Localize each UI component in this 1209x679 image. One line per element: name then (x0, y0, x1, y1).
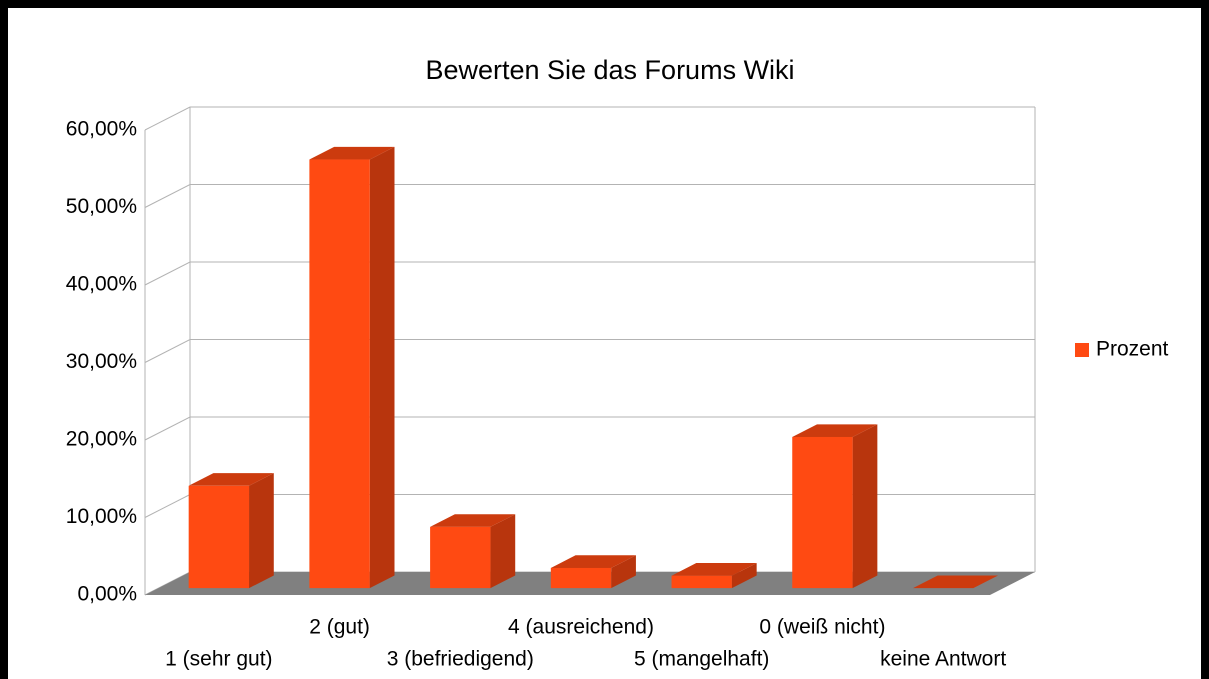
y-tick-label: 10,00% (66, 505, 137, 528)
bar-top (792, 424, 878, 437)
chart-title: Bewerten Sie das Forums Wiki (425, 55, 794, 85)
y-tick-label: 30,00% (66, 350, 137, 373)
bar-side (731, 563, 757, 589)
bar-top (912, 575, 999, 589)
bar-top (550, 555, 636, 568)
grid-line (144, 416, 1035, 441)
grid-line (144, 184, 1035, 208)
bar-side (852, 424, 878, 589)
bar (430, 526, 491, 589)
y-tick-label: 50,00% (66, 195, 137, 218)
legend-label: Prozent (1096, 338, 1169, 361)
bar-top (430, 514, 516, 527)
y-tick-label: 40,00% (66, 273, 137, 296)
grid-line (144, 339, 1035, 363)
y-tick-label: 60,00% (66, 118, 137, 141)
bar-side (249, 473, 274, 589)
y-tick-label: 0,00% (77, 583, 137, 606)
x-tick-label: 5 (mangelhaft) (634, 648, 769, 671)
grid-line (144, 106, 1035, 131)
y-tick-label: 20,00% (66, 428, 137, 451)
bar-side (369, 146, 395, 589)
bar (792, 436, 853, 589)
bar-top (671, 563, 757, 576)
x-tick-label: 0 (weiß nicht) (759, 616, 885, 639)
legend-swatch (1075, 343, 1089, 357)
bar-side (611, 555, 636, 589)
x-tick-label: 2 (gut) (309, 616, 370, 639)
grid-line (144, 261, 1035, 286)
x-tick-label: 4 (ausreichend) (508, 616, 654, 639)
bar-top (188, 473, 274, 486)
x-tick-label: 3 (befriedigend) (387, 648, 534, 671)
bar (671, 575, 732, 589)
bar-top (309, 146, 395, 160)
bar (188, 485, 250, 589)
x-tick-label: 1 (sehr gut) (165, 648, 272, 671)
bar (309, 159, 370, 589)
x-tick-label: keine Antwort (880, 648, 1006, 671)
bar-side (490, 514, 516, 589)
bar (550, 567, 612, 589)
